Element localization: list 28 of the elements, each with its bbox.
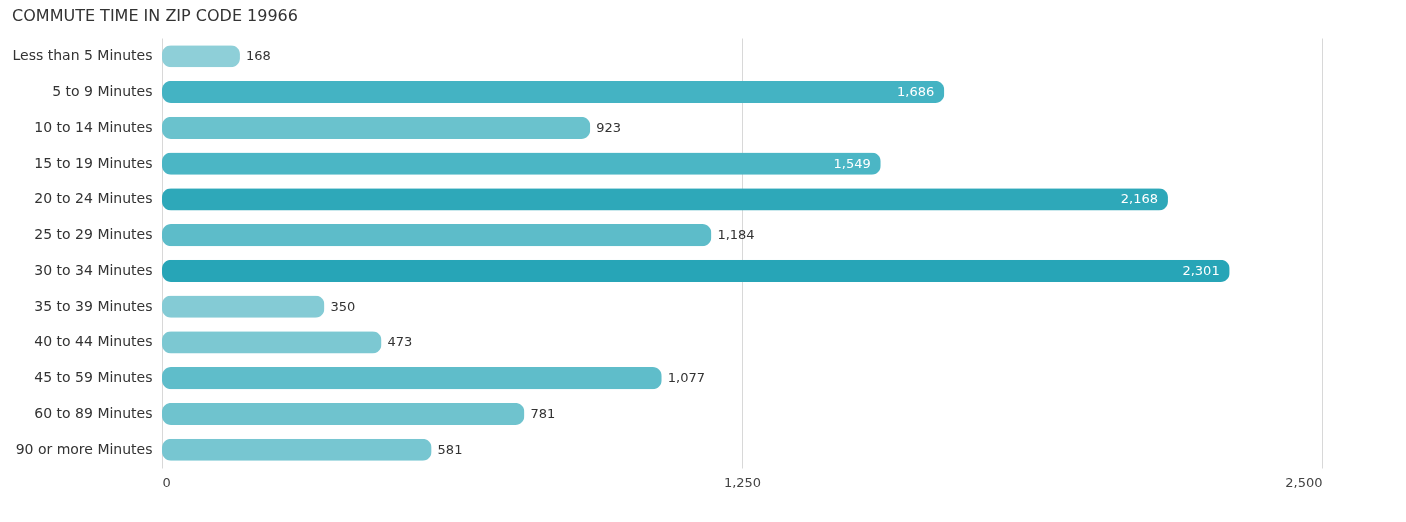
x-tick-label: 2,500 [1285,474,1323,490]
y-tick-label: Less than 5 Minutes [12,47,153,64]
data-label: 2,301 [1182,262,1220,278]
data-label: 1,686 [897,84,935,100]
y-tick-label: 35 to 39 Minutes [34,297,153,314]
y-tick-label: 25 to 29 Minutes [34,226,153,243]
y-tick-label: 45 to 59 Minutes [34,369,153,386]
x-tick-label: 1,250 [723,474,762,490]
y-tick-label: 20 to 24 Minutes [34,190,153,207]
data-label: 1,077 [667,370,705,386]
data-label: 473 [387,334,413,350]
data-label: 1,184 [717,227,755,243]
y-tick-label: 40 to 44 Minutes [34,333,153,350]
y-tick-label: 90 or more Minutes [15,440,153,457]
chart-title: COMMUTE TIME IN ZIP CODE 19966 [12,6,298,25]
data-label: 350 [330,298,356,314]
data-label: 581 [437,441,463,457]
data-label: 1,549 [833,155,871,171]
data-label: 923 [596,119,622,135]
x-tick-label: 0 [162,474,171,490]
data-label: 2,168 [1120,191,1158,207]
y-tick-label: 60 to 89 Minutes [34,404,153,421]
y-tick-label: 15 to 19 Minutes [34,154,153,171]
y-tick-label: 30 to 34 Minutes [34,261,153,278]
y-tick-label: 10 to 14 Minutes [34,118,153,135]
data-label: 781 [530,405,556,421]
y-tick-label: 5 to 9 Minutes [52,83,153,100]
data-label: 168 [245,48,271,64]
